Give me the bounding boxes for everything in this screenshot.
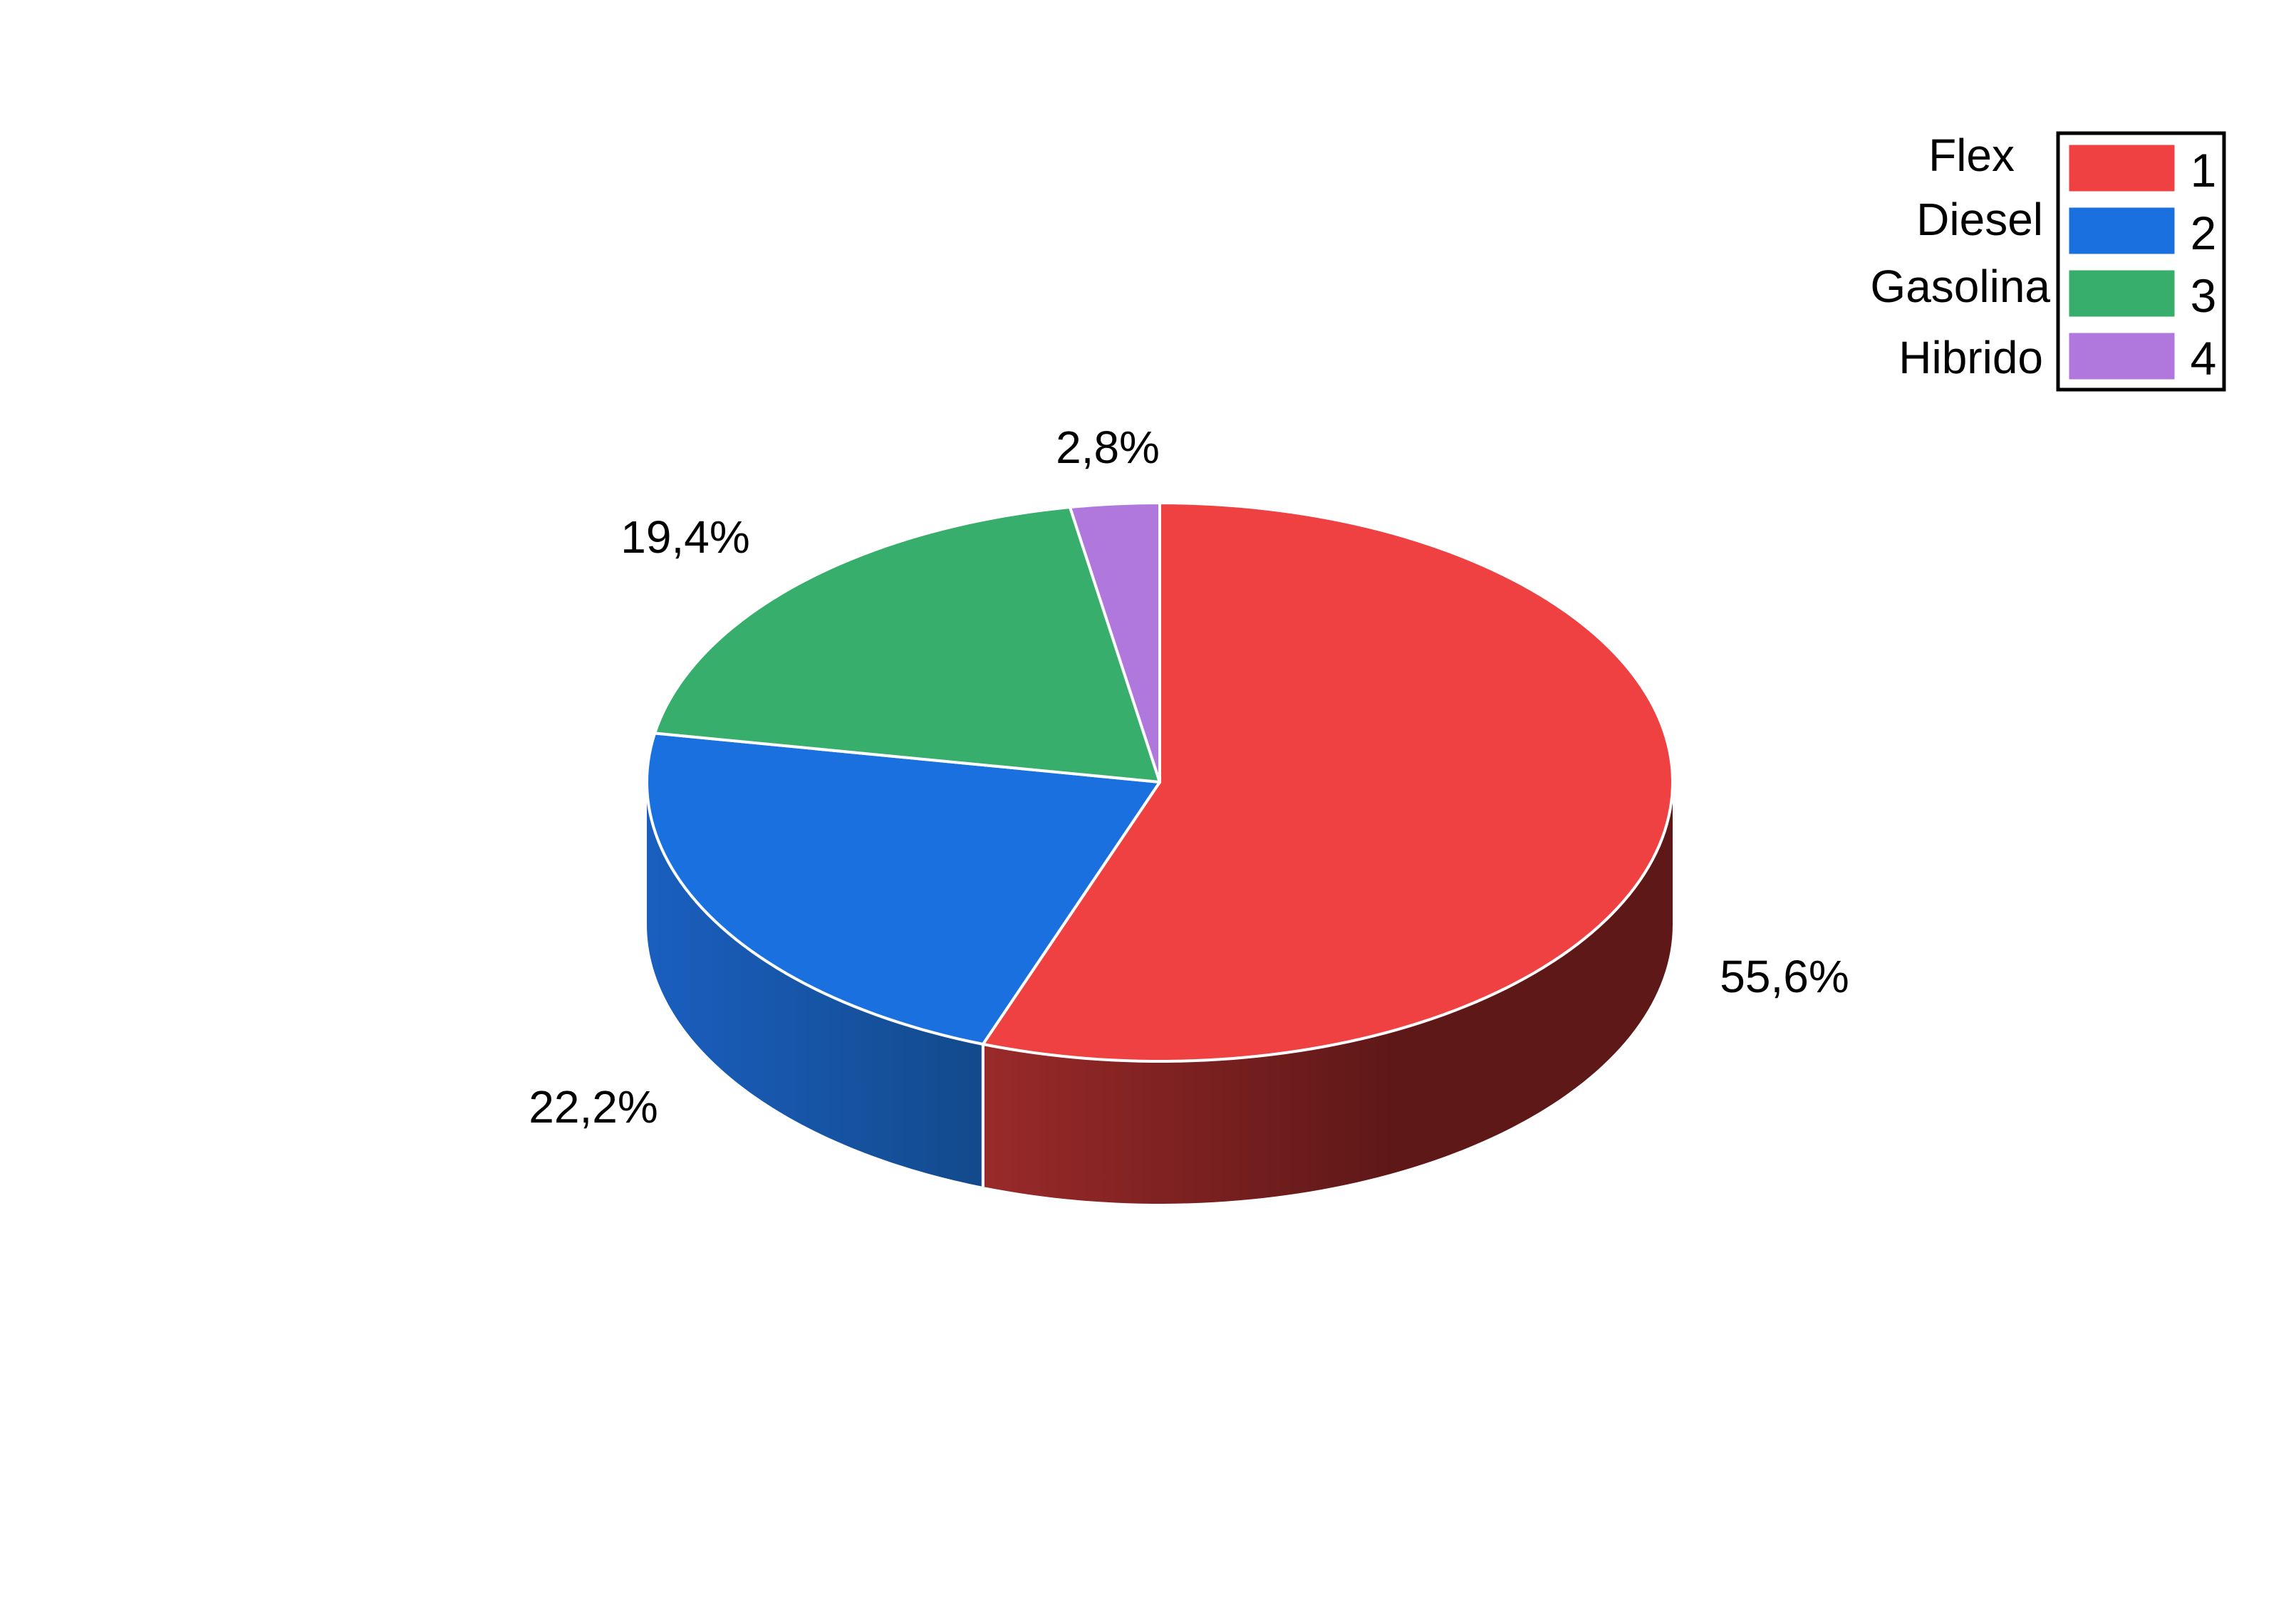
legend-key-flex: 1	[2191, 144, 2217, 197]
legend-swatch-flex	[2067, 142, 2177, 194]
legend-swatch-gasolina	[2067, 268, 2177, 319]
slice-diesel	[645, 732, 1161, 1046]
legend-name-gasolina: Gasolina	[1870, 261, 2050, 312]
slice-labels: 55,6% 22,2% 19,4% 2,8%	[529, 422, 1849, 1133]
legend-key-hibrido: 4	[2191, 332, 2217, 385]
slice-side-diesel	[647, 782, 983, 1187]
legend-name-hibrido: Hibrido	[1898, 332, 2043, 383]
slice-flex	[981, 501, 1674, 1063]
slice-side-flex	[982, 782, 1673, 1204]
legend-swatch-hibrido	[2067, 330, 2177, 382]
legend-name-flex: Flex	[1928, 130, 2015, 181]
legend-key-gasolina: 3	[2191, 269, 2217, 322]
legend-key-diesel: 2	[2191, 207, 2217, 259]
slice-gasolina	[653, 506, 1161, 784]
slice-label-hibrido: 2,8%	[1056, 422, 1160, 473]
slice-hibrido	[1068, 501, 1161, 784]
legend-name-diesel: Diesel	[1916, 194, 2043, 245]
chart-legend: Flex 1 Diesel 2 Gasolina 3 Hibrido 4	[1870, 130, 2226, 392]
slice-label-diesel: 22,2%	[529, 1081, 658, 1133]
pie-top-faces	[645, 501, 1674, 1063]
slice-label-gasolina: 19,4%	[620, 511, 749, 563]
slice-label-flex: 55,6%	[1720, 951, 1849, 1002]
pie-side-walls	[647, 782, 1673, 1204]
legend-swatch-diesel	[2067, 205, 2177, 256]
